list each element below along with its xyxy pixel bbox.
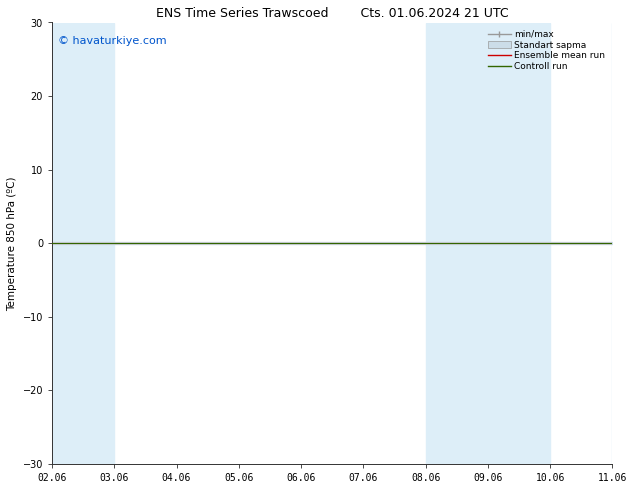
Legend: min/max, Standart sapma, Ensemble mean run, Controll run: min/max, Standart sapma, Ensemble mean r…: [485, 27, 608, 74]
Bar: [52, 23, 114, 464]
Y-axis label: Temperature 850 hPa (ºC): Temperature 850 hPa (ºC): [7, 176, 17, 311]
Text: © havaturkiye.com: © havaturkiye.com: [58, 36, 166, 46]
Title: ENS Time Series Trawscoed        Cts. 01.06.2024 21 UTC: ENS Time Series Trawscoed Cts. 01.06.202…: [156, 7, 508, 20]
Bar: [612, 23, 634, 464]
Bar: [425, 23, 550, 464]
